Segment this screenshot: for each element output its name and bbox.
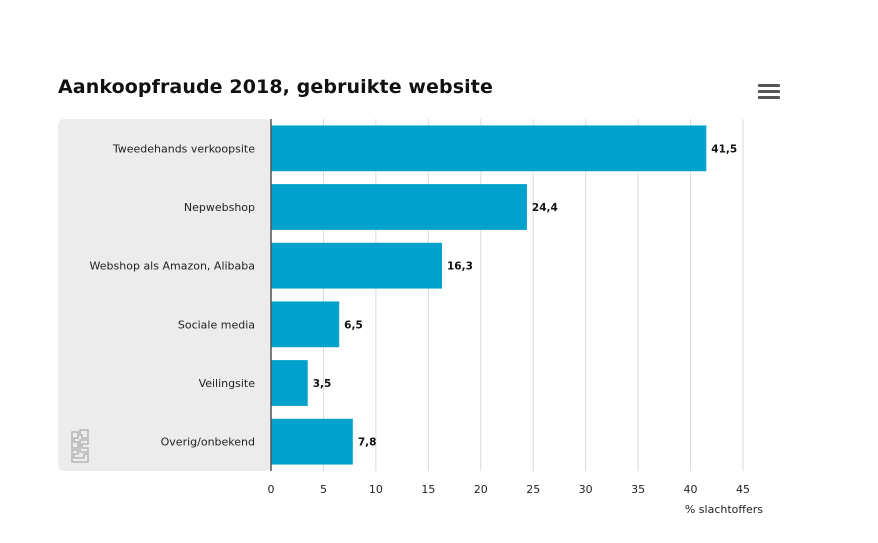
x-tick-label: 35	[631, 483, 645, 496]
value-label: 3,5	[313, 378, 332, 390]
category-label: Nepwebshop	[184, 201, 255, 214]
category-label: Webshop als Amazon, Alibaba	[90, 260, 255, 273]
category-label: Tweedehands verkoopsite	[112, 142, 255, 155]
x-tick-label: 15	[421, 483, 435, 496]
x-tick-label: 0	[268, 483, 275, 496]
label-panel	[58, 119, 272, 471]
x-tick-label: 20	[474, 483, 488, 496]
bar	[271, 242, 442, 289]
category-label: Overig/onbekend	[161, 436, 255, 449]
cbs-logo-icon	[71, 429, 89, 463]
x-axis-title: % slachtoffers	[685, 503, 763, 516]
bars	[271, 125, 707, 465]
x-tick-label: 30	[579, 483, 593, 496]
category-labels: Tweedehands verkoopsite Nepwebshop Webshop…	[90, 142, 256, 448]
value-label: 16,3	[447, 261, 473, 273]
x-tick-label: 5	[320, 483, 327, 496]
value-labels: 41,5 24,4 16,3 6,5 3,5 7,8	[313, 143, 737, 448]
category-label: Sociale media	[178, 318, 255, 331]
x-tick-labels: 0 5 10 15 20 25 30 35 40 45	[268, 483, 751, 496]
bar	[271, 360, 308, 406]
hamburger-menu-icon[interactable]	[758, 84, 780, 102]
value-label: 24,4	[532, 202, 558, 214]
bar	[271, 418, 353, 465]
x-tick-label: 25	[526, 483, 540, 496]
grid-lines	[322, 119, 744, 471]
x-tick-label: 10	[369, 483, 383, 496]
chart-title: Aankoopfraude 2018, gebruikte website	[58, 76, 493, 98]
x-tick-label: 45	[736, 483, 750, 496]
value-label: 6,5	[344, 319, 363, 331]
bar	[271, 184, 527, 230]
category-label: Veilingsite	[199, 377, 256, 390]
value-label: 7,8	[358, 437, 377, 449]
bar	[271, 125, 707, 172]
value-label: 41,5	[711, 143, 737, 155]
bar	[271, 301, 340, 348]
x-tick-label: 40	[684, 483, 698, 496]
